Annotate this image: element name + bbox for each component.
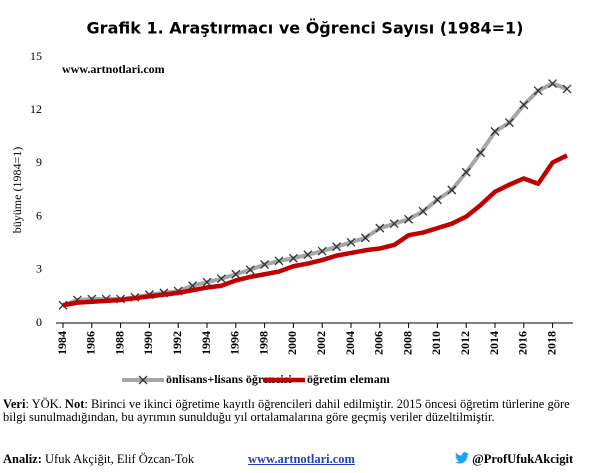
x-tick-label: 2018 xyxy=(544,331,558,355)
marker xyxy=(548,79,558,89)
x-tick-label: 1988 xyxy=(112,331,126,355)
marker xyxy=(476,148,486,158)
x-tick-label: 1998 xyxy=(256,331,270,355)
footnote: Veri: YÖK. Not: Birinci ve ikinci öğreti… xyxy=(3,398,588,424)
marker xyxy=(260,260,270,269)
marker xyxy=(389,219,399,229)
analysis-text: Ufuk Akçiğit, Elif Özcan-Tok xyxy=(41,452,195,466)
source-label: Veri xyxy=(3,397,26,411)
website[interactable]: www.artnotlari.com xyxy=(248,452,355,466)
marker xyxy=(332,242,342,252)
chart: Grafik 1. Araştırmacı ve Öğrenci Sayısı … xyxy=(10,19,573,386)
marker xyxy=(231,269,241,279)
series-line xyxy=(62,153,568,308)
x-tick-label: 2014 xyxy=(487,331,501,355)
marker xyxy=(504,118,514,128)
x-tick-label: 1984 xyxy=(55,331,69,355)
marker xyxy=(562,84,572,94)
chart-title: Grafik 1. Araştırmacı ve Öğrenci Sayısı … xyxy=(87,19,524,38)
marker xyxy=(346,237,356,247)
y-tick-label: 0 xyxy=(36,315,42,329)
y-axis-label: büyüme (1984=1) xyxy=(10,147,24,233)
y-tick-label: 15 xyxy=(30,49,42,63)
marker xyxy=(418,206,428,216)
marker xyxy=(245,265,255,275)
analysis: Analiz: Ufuk Akçiğit, Elif Özcan-Tok xyxy=(3,452,194,467)
marker xyxy=(202,277,212,287)
legend-label: öğretim elemanı xyxy=(307,372,390,386)
marker xyxy=(490,127,500,136)
watermark: www.artnotlari.com xyxy=(62,62,165,76)
y-tick-label: 3 xyxy=(36,262,42,276)
marker xyxy=(274,256,284,266)
y-tick-label: 12 xyxy=(30,102,42,116)
marker xyxy=(519,100,529,110)
marker xyxy=(216,274,226,284)
x-tick-label: 2016 xyxy=(516,331,530,355)
x-tick-label: 2000 xyxy=(285,331,299,355)
marker xyxy=(404,214,414,224)
marker xyxy=(317,246,327,256)
x-tick-label: 1990 xyxy=(141,331,155,355)
x-tick-label: 2006 xyxy=(372,331,386,355)
marker xyxy=(533,86,543,96)
x-tick-label: 2002 xyxy=(314,331,328,355)
marker xyxy=(360,233,370,243)
marker xyxy=(375,223,385,233)
source-text: : YÖK. xyxy=(25,397,65,411)
x-tick-label: 2012 xyxy=(458,331,472,355)
marker xyxy=(432,195,442,205)
x-tick-label: 1986 xyxy=(84,331,98,355)
x-tick-label: 1992 xyxy=(170,331,184,355)
analysis-label: Analiz: xyxy=(3,452,42,466)
twitter-icon xyxy=(455,452,469,464)
twitter[interactable]: @ProfUfukAkcigit xyxy=(455,452,573,467)
x-tick-label: 2010 xyxy=(429,331,443,355)
y-tick-label: 9 xyxy=(36,155,42,169)
marker xyxy=(303,250,313,260)
x-tick-label: 1994 xyxy=(199,331,213,355)
note-label: Not xyxy=(64,397,85,411)
legend-marker xyxy=(138,375,148,385)
twitter-handle: @ProfUfukAkcigit xyxy=(472,452,574,466)
x-tick-label: 1996 xyxy=(228,331,242,355)
x-tick-label: 2004 xyxy=(343,331,357,355)
marker xyxy=(461,167,471,177)
x-tick-label: 2008 xyxy=(400,331,414,355)
legend-label: önlisans+lisans öğrencisi xyxy=(166,372,292,386)
marker xyxy=(288,253,298,263)
marker xyxy=(447,185,457,195)
y-tick-label: 6 xyxy=(36,208,42,222)
note-text: : Birinci ve ikinci öğretime kayıtlı öğr… xyxy=(3,397,570,424)
